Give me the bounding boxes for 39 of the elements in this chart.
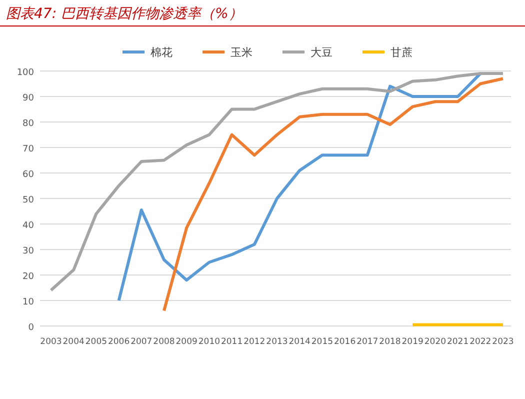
line-series bbox=[162, 77, 504, 312]
y-tick-label: 90 bbox=[22, 94, 34, 104]
y-tick-label: 80 bbox=[22, 119, 34, 129]
legend-label: 甘蔗 bbox=[390, 46, 412, 59]
x-tick-label: 2021 bbox=[446, 337, 469, 347]
y-tick-label: 0 bbox=[28, 323, 34, 333]
x-tick-label: 2019 bbox=[402, 337, 424, 347]
y-tick-label: 30 bbox=[22, 246, 34, 256]
y-tick-label: 60 bbox=[22, 170, 34, 180]
x-tick-label: 2007 bbox=[130, 337, 152, 347]
y-tick-label: 100 bbox=[16, 68, 34, 78]
x-tick-label: 2005 bbox=[85, 337, 108, 347]
x-tick-label: 2016 bbox=[334, 337, 356, 347]
legend-label: 棉花 bbox=[150, 46, 172, 59]
x-tick-label: 2022 bbox=[470, 337, 492, 347]
x-tick-label: 2009 bbox=[176, 337, 198, 347]
x-tick-label: 2012 bbox=[244, 337, 266, 347]
y-tick-label: 20 bbox=[22, 272, 34, 282]
x-tick-label: 2013 bbox=[266, 337, 288, 347]
x-tick-label: 2008 bbox=[153, 337, 175, 347]
y-tick-label: 50 bbox=[22, 196, 34, 206]
legend-label: 大豆 bbox=[310, 46, 332, 59]
x-tick-label: 2017 bbox=[356, 337, 378, 347]
x-tick-label: 2015 bbox=[311, 337, 334, 347]
y-tick-label: 70 bbox=[22, 144, 34, 154]
y-tick-label: 40 bbox=[22, 221, 34, 231]
y-tick-label: 10 bbox=[22, 298, 34, 308]
x-tick-label: 2006 bbox=[108, 337, 130, 347]
x-tick-label: 2011 bbox=[220, 337, 243, 347]
legend-label: 玉米 bbox=[230, 46, 252, 59]
x-tick-label: 2014 bbox=[288, 337, 310, 347]
x-tick-label: 2010 bbox=[198, 337, 220, 347]
x-tick-label: 2004 bbox=[62, 337, 84, 347]
x-tick-label: 2003 bbox=[40, 337, 62, 347]
x-tick-label: 2023 bbox=[492, 337, 514, 347]
x-tick-label: 2018 bbox=[379, 337, 401, 347]
x-tick-label: 2020 bbox=[424, 337, 446, 347]
line-series bbox=[50, 72, 504, 292]
chart-title: 图表47: 巴西转基因作物渗透率（%） bbox=[6, 6, 242, 22]
